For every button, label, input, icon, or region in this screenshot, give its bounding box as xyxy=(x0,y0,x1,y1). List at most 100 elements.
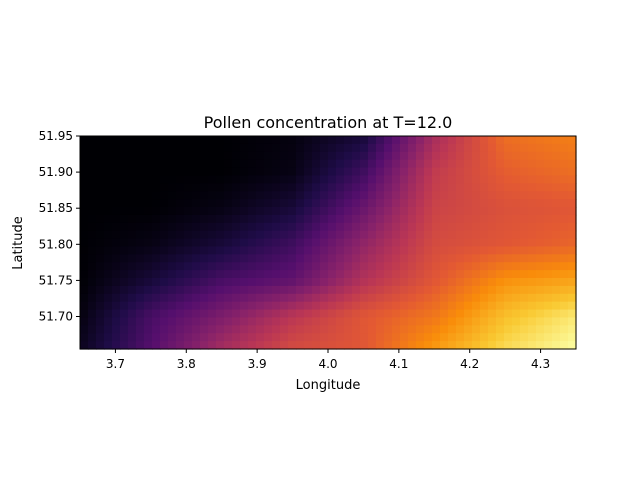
heatmap-cell xyxy=(408,143,417,153)
heatmap-cell xyxy=(472,183,481,192)
heatmap-cell xyxy=(200,246,209,255)
heatmap-cell xyxy=(112,199,121,208)
heatmap-cell xyxy=(504,325,513,334)
heatmap-cell xyxy=(240,151,249,161)
heatmap-cell xyxy=(272,285,281,295)
heatmap-cell xyxy=(424,143,433,153)
heatmap-cell xyxy=(448,230,457,240)
heatmap-cell xyxy=(120,183,129,192)
heatmap-cell xyxy=(240,333,249,342)
heatmap-cell xyxy=(320,230,329,240)
heatmap-cell xyxy=(184,207,193,216)
heatmap-cell xyxy=(256,199,265,208)
heatmap-cell xyxy=(416,270,425,279)
heatmap-cell xyxy=(96,167,105,177)
heatmap-cell xyxy=(88,317,97,326)
heatmap-cell xyxy=(304,325,313,334)
heatmap-cell xyxy=(528,278,537,287)
heatmap-cell xyxy=(160,285,169,295)
heatmap-cell xyxy=(408,333,417,342)
heatmap-cell xyxy=(144,183,153,192)
heatmap-cell xyxy=(472,222,481,232)
heatmap-cell xyxy=(160,191,169,200)
heatmap-cell xyxy=(352,238,361,248)
heatmap-cell xyxy=(264,333,273,342)
heatmap-cell xyxy=(528,191,537,200)
heatmap-cell xyxy=(344,333,353,342)
heatmap-cell xyxy=(256,341,265,350)
heatmap-cell xyxy=(376,143,385,153)
heatmap-cell xyxy=(216,333,225,342)
heatmap-cell xyxy=(424,341,433,350)
heatmap-cell xyxy=(320,143,329,153)
heatmap-cell xyxy=(392,183,401,192)
heatmap-cell xyxy=(432,199,441,208)
heatmap-cell xyxy=(88,167,97,177)
chart-title: Pollen concentration at T=12.0 xyxy=(204,113,453,132)
heatmap-cell xyxy=(264,230,273,240)
heatmap-cell xyxy=(320,151,329,161)
heatmap-cell xyxy=(400,199,409,208)
heatmap-cell xyxy=(536,230,545,240)
heatmap-cell xyxy=(504,341,513,350)
heatmap-cell xyxy=(312,270,321,279)
heatmap-cell xyxy=(120,246,129,255)
heatmap-cell xyxy=(200,159,209,169)
heatmap-cell xyxy=(360,159,369,169)
heatmap-cell xyxy=(304,341,313,350)
heatmap-cell xyxy=(552,278,561,287)
heatmap-cell xyxy=(352,222,361,232)
heatmap-cell xyxy=(560,341,569,350)
heatmap-cell xyxy=(560,136,569,145)
heatmap-cell xyxy=(352,285,361,295)
heatmap-cell xyxy=(520,207,529,216)
heatmap-cell xyxy=(528,222,537,232)
heatmap-cell xyxy=(200,301,209,311)
heatmap-cell xyxy=(408,238,417,248)
heatmap-cell xyxy=(440,285,449,295)
heatmap-cell xyxy=(88,270,97,279)
heatmap-cell xyxy=(512,325,521,334)
heatmap-cell xyxy=(152,151,161,161)
heatmap-cell xyxy=(104,199,113,208)
heatmap-cell xyxy=(248,325,257,334)
heatmap-cell xyxy=(560,151,569,161)
heatmap-cell xyxy=(520,238,529,248)
heatmap-cell xyxy=(216,151,225,161)
heatmap-cell xyxy=(96,214,105,224)
heatmap-cell xyxy=(528,199,537,208)
heatmap-cell xyxy=(296,262,305,271)
heatmap-cell xyxy=(376,262,385,271)
heatmap-cell xyxy=(192,159,201,169)
heatmap-cell xyxy=(400,207,409,216)
heatmap-cell xyxy=(448,214,457,224)
heatmap-cell xyxy=(544,143,553,153)
heatmap-cell xyxy=(504,317,513,326)
heatmap-cell xyxy=(520,167,529,177)
heatmap-cell xyxy=(392,159,401,169)
heatmap-cell xyxy=(400,341,409,350)
heatmap-cell xyxy=(96,246,105,255)
heatmap-cell xyxy=(384,230,393,240)
heatmap-cell xyxy=(416,301,425,311)
heatmap-cell xyxy=(496,159,505,169)
heatmap-cell xyxy=(496,278,505,287)
heatmap-cell xyxy=(424,262,433,271)
heatmap-cell xyxy=(392,222,401,232)
heatmap-cell xyxy=(464,175,473,184)
heatmap-cell xyxy=(368,183,377,192)
heatmap-cell xyxy=(568,136,577,145)
heatmap-cell xyxy=(504,175,513,184)
heatmap-cell xyxy=(376,270,385,279)
heatmap-cell xyxy=(368,309,377,319)
heatmap-cell xyxy=(560,317,569,326)
heatmap-cell xyxy=(496,270,505,279)
heatmap-cell xyxy=(216,293,225,303)
heatmap-cell xyxy=(216,183,225,192)
heatmap-cell xyxy=(224,159,233,169)
heatmap-cell xyxy=(168,191,177,200)
heatmap-cell xyxy=(128,333,137,342)
heatmap-cell xyxy=(168,317,177,326)
heatmap-cell xyxy=(248,175,257,184)
heatmap-cell xyxy=(416,309,425,319)
